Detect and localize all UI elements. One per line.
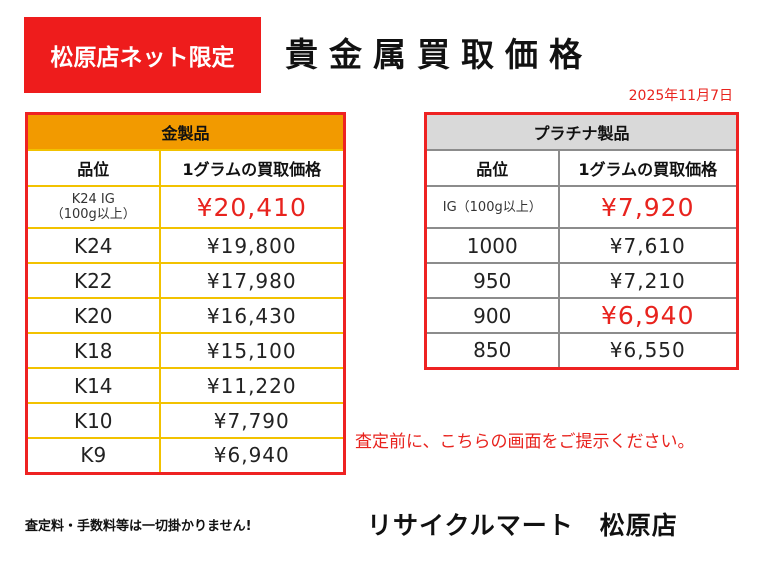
platinum-price-cell: ¥7,920 [557,185,739,229]
gold-price-cell: ¥17,980 [158,262,346,299]
table-row: K24 IG （100g以上） ¥20,410 [25,185,346,229]
gold-col-rank: 品位 [25,149,161,187]
gold-price-cell: ¥11,220 [158,367,346,404]
table-row: K24 ¥19,800 [25,227,346,264]
table-row: 950 ¥7,210 [424,262,739,299]
table-row: K22 ¥17,980 [25,262,346,299]
store-limited-badge: 松原店ネット限定 [24,17,261,93]
gold-rank-cell: K20 [25,297,161,334]
price-date: 2025年11月7日 [628,88,733,104]
gold-price-cell: ¥15,100 [158,332,346,369]
platinum-table-title: プラチナ製品 [424,112,739,151]
gold-rank-cell: K24 [25,227,161,264]
platinum-rank-cell: 950 [424,262,560,299]
table-row: IG（100g以上） ¥7,920 [424,185,739,229]
gold-price-table: 金製品 品位 1グラムの買取価格 K24 IG （100g以上） ¥20,410… [25,112,347,475]
gold-price-cell: ¥20,410 [158,185,346,229]
gold-rank-cell: K24 IG （100g以上） [25,185,161,229]
table-row: 850 ¥6,550 [424,332,739,369]
gold-col-price: 1グラムの買取価格 [158,149,346,187]
store-name: リサイクルマート 松原店 [367,511,678,540]
table-row: K9 ¥6,940 [25,437,346,474]
page-title: 貴金属買取価格 [285,35,593,74]
platinum-rank-cell: 1000 [424,227,560,264]
platinum-price-cell: ¥6,550 [557,332,739,369]
platinum-rank-cell: IG（100g以上） [424,185,560,229]
gold-rank-cell: K9 [25,437,161,474]
gold-price-cell: ¥7,790 [158,402,346,439]
platinum-col-price: 1グラムの買取価格 [557,149,739,187]
table-row: 1000 ¥7,610 [424,227,739,264]
gold-price-cell: ¥19,800 [158,227,346,264]
platinum-price-cell: ¥6,940 [557,297,739,334]
platinum-price-table: プラチナ製品 品位 1グラムの買取価格 IG（100g以上） ¥7,920 10… [424,112,740,370]
platinum-rank-cell: 850 [424,332,560,369]
table-row: K14 ¥11,220 [25,367,346,404]
platinum-rank-cell: 900 [424,297,560,334]
platinum-price-cell: ¥7,210 [557,262,739,299]
table-row: K18 ¥15,100 [25,332,346,369]
gold-rank-cell: K18 [25,332,161,369]
gold-price-cell: ¥6,940 [158,437,346,474]
present-screen-notice: 査定前に、こちらの画面をご提示ください。 [355,432,695,452]
table-row: 900 ¥6,940 [424,297,739,334]
platinum-price-cell: ¥7,610 [557,227,739,264]
no-fee-note: 査定料・手数料等は一切掛かりません! [25,519,252,534]
platinum-col-rank: 品位 [424,149,560,187]
gold-table-title: 金製品 [25,112,346,151]
gold-price-cell: ¥16,430 [158,297,346,334]
gold-rank-cell: K22 [25,262,161,299]
table-row: K10 ¥7,790 [25,402,346,439]
table-row: K20 ¥16,430 [25,297,346,334]
gold-rank-cell: K10 [25,402,161,439]
gold-rank-cell: K14 [25,367,161,404]
